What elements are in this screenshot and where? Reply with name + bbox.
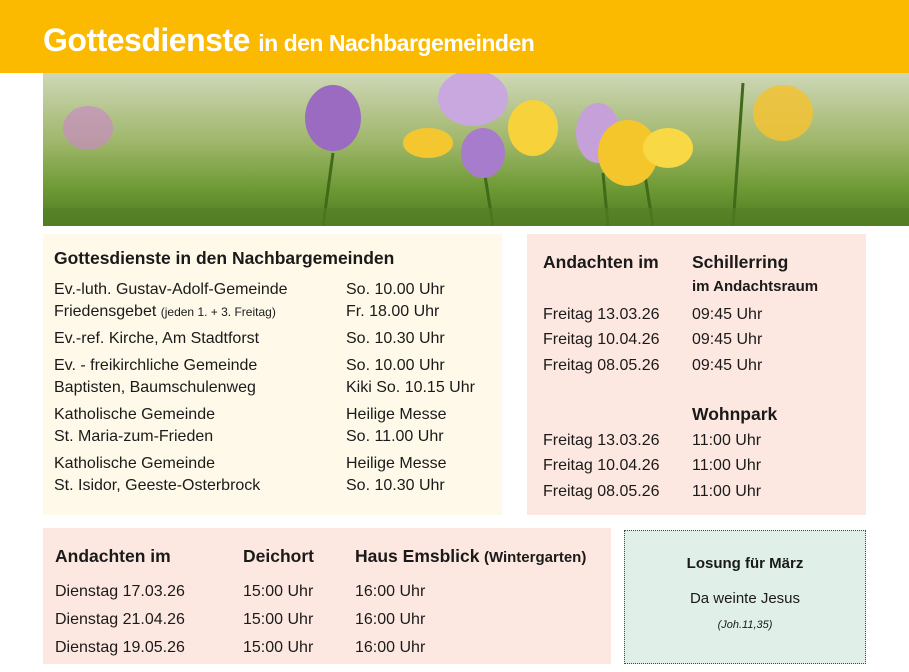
andacht-date: Dienstag 21.04.26 — [55, 611, 185, 628]
header-bar: Gottesdienste in den Nachbargemeinden — [0, 0, 909, 73]
service-name: Ev.-ref. Kirche, Am Stadtforst — [54, 330, 260, 347]
col-note: (Wintergarten) — [483, 549, 587, 566]
service-row: Katholische Gemeinde Heilige Messe — [54, 404, 502, 426]
deichort-time: 15:00 Uhr — [243, 611, 314, 628]
service-row: Ev. - freikirchliche Gemeinde So. 10.00 … — [54, 355, 502, 377]
losung-title: Losung für März — [686, 555, 804, 572]
andacht-date: Freitag 08.05.26 — [543, 482, 660, 500]
andacht-date: Freitag 08.05.26 — [543, 356, 660, 374]
andacht-time: 11:00 Uhr — [692, 457, 762, 474]
deichort-time: 15:00 Uhr — [243, 583, 314, 600]
losung-reference: (Joh.11,35) — [717, 619, 773, 631]
crocus-illustration — [43, 73, 909, 226]
andachten-bottom-title: Andachten im — [55, 546, 171, 566]
andacht-time: 11:00 Uhr — [692, 431, 762, 449]
andachten-title: Andachten im — [543, 252, 659, 272]
col-deichort: Deichort — [243, 546, 314, 566]
place-wohnpark: Wohnpark — [692, 404, 778, 424]
service-row: Ev.-ref. Kirche, Am Stadtforst So. 10.30… — [54, 328, 502, 350]
andacht-date: Freitag 10.04.26 — [543, 457, 660, 474]
service-name: St. Isidor, Geeste-Osterbrock — [54, 477, 261, 494]
service-name: Baptisten, Baumschulenweg — [54, 379, 256, 396]
service-row: Baptisten, Baumschulenweg Kiki So. 10.15… — [54, 377, 502, 399]
service-time: Heilige Messe — [346, 406, 447, 423]
title-main: Gottesdienste — [43, 22, 250, 58]
losung-box: Losung für März Da weinte Jesus (Joh.11,… — [624, 530, 866, 664]
place-schillerring: Schillerring — [692, 252, 789, 272]
service-row: Ev.-luth. Gustav-Adolf-Gemeinde So. 10.0… — [54, 279, 502, 301]
andachten-dienstag-box: Andachten im Deichort Haus Emsblick (Winte… — [43, 528, 611, 664]
andacht-date: Freitag 13.03.26 — [543, 305, 660, 323]
service-time: Fr. 18.00 Uhr — [346, 303, 440, 320]
services-box: Gottesdienste in den Nachbargemeinden Ev… — [43, 234, 502, 515]
service-time: So. 10.30 Uhr — [346, 477, 445, 494]
service-name: St. Maria-zum-Frieden — [54, 428, 214, 445]
andacht-row: Freitag 10.04.26 11:00 Uhr — [543, 453, 866, 479]
andacht-row: Freitag 13.03.26 11:00 Uhr — [543, 428, 866, 454]
service-group: Ev.-ref. Kirche, Am Stadtforst So. 10.30… — [54, 328, 502, 350]
service-time: So. 10.00 Uhr — [346, 357, 445, 374]
andacht-row: Freitag 08.05.26 09:45 Uhr — [543, 353, 866, 379]
service-group: Katholische Gemeinde Heilige Messe St. Ma… — [54, 404, 502, 448]
service-time: Kiki So. 10.15 Uhr — [346, 379, 475, 396]
andacht-date: Freitag 13.03.26 — [543, 431, 660, 449]
service-group: Ev. - freikirchliche Gemeinde So. 10.00 … — [54, 355, 502, 399]
service-name: Katholische Gemeinde — [54, 455, 215, 472]
service-time: So. 10.00 Uhr — [346, 281, 445, 298]
service-time: So. 10.30 Uhr — [346, 330, 445, 347]
andacht-row: Freitag 10.04.26 09:45 Uhr — [543, 327, 866, 353]
emsblick-time: 16:00 Uhr — [355, 611, 426, 628]
emsblick-time: 16:00 Uhr — [355, 639, 426, 656]
andacht-date: Freitag 10.04.26 — [543, 331, 660, 348]
service-name: Friedensgebet — [54, 303, 157, 320]
page-title: Gottesdienste in den Nachbargemeinden — [43, 22, 535, 59]
col-haus-emsblick: Haus Emsblick — [355, 546, 480, 566]
andacht-row: Dienstag 21.04.26 15:00 Uhr 16:00 Uhr — [55, 606, 611, 634]
service-row: St. Isidor, Geeste-Osterbrock So. 10.30 … — [54, 475, 502, 497]
title-sub: in den Nachbargemeinden — [258, 30, 535, 56]
service-row: Friedensgebet (jeden 1. + 3. Freitag) Fr.… — [54, 301, 502, 323]
service-row: Katholische Gemeinde Heilige Messe — [54, 453, 502, 475]
place-sub: im Andachtsraum — [692, 277, 819, 295]
andacht-date: Dienstag 19.05.26 — [55, 639, 185, 656]
andacht-row: Dienstag 17.03.26 15:00 Uhr 16:00 Uhr — [55, 578, 611, 606]
andacht-row: Dienstag 19.05.26 15:00 Uhr 16:00 Uhr — [55, 634, 611, 662]
andacht-date: Dienstag 17.03.26 — [55, 583, 185, 600]
service-time: Heilige Messe — [346, 455, 447, 472]
andacht-row: Freitag 08.05.26 11:00 Uhr — [543, 479, 866, 505]
andacht-time: 09:45 Uhr — [692, 356, 763, 374]
andacht-row: Freitag 13.03.26 09:45 Uhr — [543, 302, 866, 328]
service-name: Ev. - freikirchliche Gemeinde — [54, 357, 258, 374]
emsblick-time: 16:00 Uhr — [355, 583, 426, 600]
service-note: (jeden 1. + 3. Freitag) — [160, 305, 276, 319]
losung-verse: Da weinte Jesus — [689, 590, 801, 607]
andacht-time: 09:45 Uhr — [692, 305, 763, 323]
service-group: Katholische Gemeinde Heilige Messe St. Is… — [54, 453, 502, 497]
service-name: Katholische Gemeinde — [54, 406, 215, 423]
crocus-photo — [43, 73, 909, 226]
service-group: Ev.-luth. Gustav-Adolf-Gemeinde So. 10.0… — [54, 279, 502, 323]
service-row: St. Maria-zum-Frieden So. 11.00 Uhr — [54, 426, 502, 448]
andacht-time: 11:00 Uhr — [692, 482, 762, 500]
service-time: So. 11.00 Uhr — [346, 428, 444, 445]
deichort-time: 15:00 Uhr — [243, 639, 314, 656]
andachten-freitag-box: Andachten im Schillerring im Andachtsraum… — [527, 234, 866, 515]
service-name: Ev.-luth. Gustav-Adolf-Gemeinde — [54, 281, 288, 298]
andacht-time: 09:45 Uhr — [692, 331, 763, 348]
services-title: Gottesdienste in den Nachbargemeinden — [54, 248, 395, 268]
